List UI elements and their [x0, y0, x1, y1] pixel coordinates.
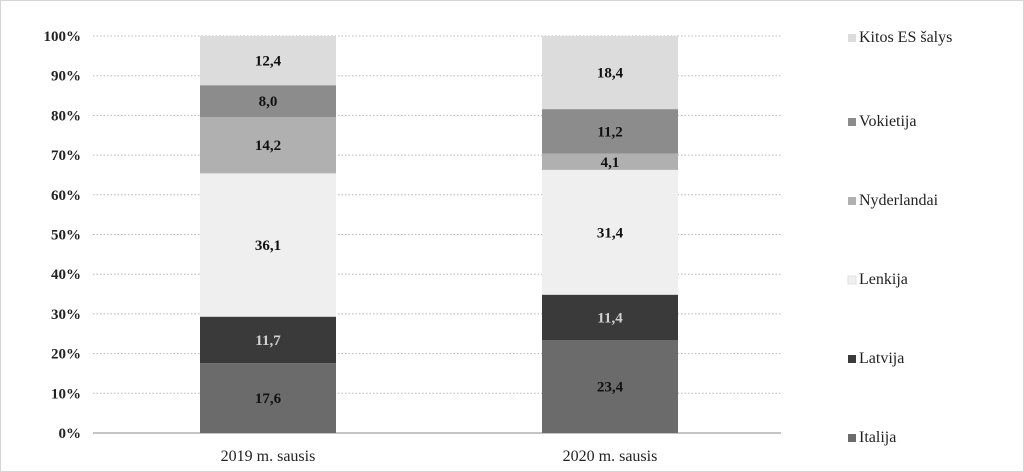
bar-segment	[200, 316, 336, 364]
x-tick-label: 2019 m. sausis	[221, 448, 316, 465]
bar-segment	[200, 116, 336, 174]
bar-segment	[200, 85, 336, 117]
y-tick-label: 20%	[51, 347, 81, 363]
legend-swatch	[847, 275, 857, 285]
data-label: 12,4	[255, 54, 282, 70]
bar-segment	[200, 173, 336, 317]
legend-label: Nyderlandai	[859, 192, 939, 209]
legend-swatch	[848, 197, 856, 205]
data-label: 18,4	[597, 66, 624, 82]
data-label: 14,2	[255, 138, 281, 154]
legend-swatch	[848, 355, 856, 363]
legend-swatch	[848, 34, 856, 42]
data-label: 11,7	[255, 333, 281, 349]
data-label: 8,0	[259, 94, 278, 110]
legend-label: Italija	[859, 429, 896, 446]
y-tick-label: 50%	[51, 228, 81, 244]
data-label: 31,4	[597, 225, 624, 241]
legend-label: Vokietija	[859, 113, 916, 130]
bar-segment	[200, 36, 336, 86]
bar-segment	[542, 294, 678, 341]
y-tick-label: 80%	[51, 108, 81, 124]
legend-label: Kitos ES šalys	[859, 29, 952, 46]
bar-segment	[542, 340, 678, 433]
data-label: 17,6	[255, 391, 282, 407]
y-tick-label: 90%	[51, 69, 81, 85]
bars: 17,6 11,7 36,1 14,2 8,0 12,4 23,4 11,4 31,4 4,1 11…	[200, 36, 678, 433]
bar-segment	[542, 36, 678, 110]
legend: Kitos ES šalys Vokietija Nyderlandai Lenkij…	[847, 29, 952, 446]
legend-label: Latvija	[859, 350, 904, 367]
data-label: 11,2	[597, 124, 622, 140]
bar-segment	[542, 153, 678, 170]
legend-swatch	[848, 434, 856, 442]
bar-segment	[542, 109, 678, 154]
y-tick-label: 60%	[51, 188, 81, 204]
data-label: 36,1	[255, 238, 281, 254]
y-tick-label: 70%	[51, 148, 81, 164]
bar-segment	[542, 169, 678, 295]
data-label: 11,4	[597, 310, 623, 326]
y-tick-label: 100%	[44, 29, 82, 45]
data-label: 23,4	[597, 380, 624, 396]
bar-segment	[200, 363, 336, 433]
x-axis: 2019 m. sausis 2020 m. sausis	[221, 448, 658, 465]
x-tick-label: 2020 m. sausis	[563, 448, 658, 465]
y-tick-label: 30%	[51, 307, 81, 323]
y-tick-label: 0%	[59, 426, 82, 442]
legend-swatch	[848, 118, 856, 126]
y-tick-label: 10%	[51, 386, 81, 402]
legend-label: Lenkija	[859, 271, 908, 288]
data-label: 4,1	[601, 155, 620, 171]
gridlines	[93, 35, 781, 394]
y-tick-label: 40%	[51, 267, 81, 283]
